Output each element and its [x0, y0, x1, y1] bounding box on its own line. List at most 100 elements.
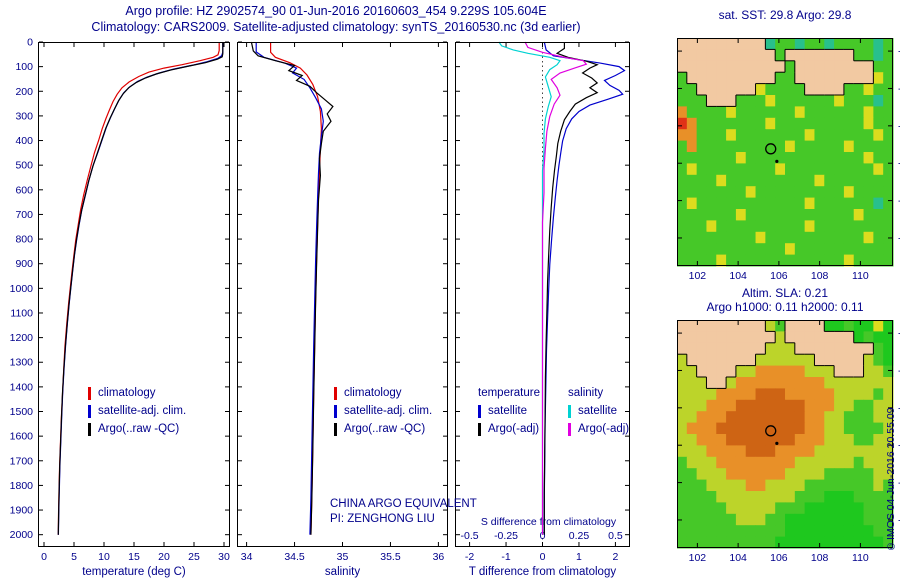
svg-text:36: 36	[433, 551, 445, 563]
svg-text:104: 104	[729, 270, 747, 282]
svg-text:700: 700	[15, 209, 33, 221]
china-argo-note: CHINA ARGO EQUIVALENT	[330, 498, 477, 510]
svg-text:0: 0	[540, 551, 546, 563]
svg-text:1800: 1800	[10, 480, 34, 492]
svg-text:35.5: 35.5	[380, 551, 401, 563]
svg-text:-2: -2	[465, 551, 474, 563]
svg-text:0: 0	[41, 551, 47, 563]
legend-row: climatology	[334, 384, 432, 402]
svg-text:-6: -6	[898, 365, 900, 377]
legend-group-title: salinity	[568, 387, 604, 399]
svg-text:108: 108	[811, 552, 829, 564]
legend-label: Argo(..raw -QC)	[98, 423, 180, 435]
svg-text:108: 108	[811, 270, 829, 282]
legend-row: Argo(..raw -QC)	[88, 420, 186, 438]
svg-text:-12: -12	[898, 195, 900, 207]
salinity-profile-chart: 34 34.5 35 35.5 36 salinity	[237, 41, 448, 578]
copyright-vertical-text: ©IMOS 04-Jun-2016 20.55.09	[885, 407, 897, 552]
temperature-profile-chart: 0 100 200 300 400 500 600 700 800 900 1000 1100 1200…	[10, 37, 230, 578]
svg-text:1400: 1400	[10, 381, 34, 393]
svg-text:-8: -8	[898, 402, 900, 414]
svg-text:102: 102	[689, 552, 707, 564]
svg-text:-0.25: -0.25	[494, 530, 518, 542]
svg-text:800: 800	[15, 234, 33, 246]
legend-row: satellite-adj. clim.	[334, 402, 432, 420]
svg-text:102: 102	[689, 270, 707, 282]
legend-swatch-climatology	[88, 386, 91, 400]
difference-salinity-legend: salinity satellite Argo(-adj)	[568, 384, 629, 438]
svg-text:1000: 1000	[10, 283, 34, 295]
difference-temperature-legend: temperature satellite Argo(-adj)	[478, 384, 540, 438]
svg-text:temperature (deg C): temperature (deg C)	[82, 566, 186, 578]
svg-text:salinity: salinity	[325, 566, 360, 578]
figure-title-line1: Argo profile: HZ 2902574_90 01-Jun-2016 …	[125, 4, 547, 18]
legend-row: Argo(-adj)	[568, 420, 629, 438]
legend-row: Argo(..raw -QC)	[334, 420, 432, 438]
svg-text:2000: 2000	[10, 529, 34, 541]
sst-map-title: sat. SST: 29.8 Argo: 29.8	[718, 8, 852, 22]
svg-text:-0.5: -0.5	[461, 530, 479, 542]
svg-text:-12: -12	[898, 477, 900, 489]
legend-swatch-s-satellite	[568, 404, 571, 418]
sla-map-title-1: Altim. SLA: 0.21	[741, 286, 829, 300]
legend-swatch-climatology	[334, 386, 337, 400]
svg-text:500: 500	[15, 160, 33, 172]
legend-row: satellite	[478, 402, 540, 420]
legend-swatch-t-argo	[478, 422, 481, 436]
sla-map-title-2: Argo h1000: 0.11 h2000: 0.11	[706, 300, 864, 314]
svg-text:-4: -4	[898, 328, 900, 340]
svg-text:1300: 1300	[10, 357, 34, 369]
figure-title-line2: Climatology: CARS2009. Satellite-adjuste…	[91, 20, 581, 34]
legend-swatch-s-argo	[568, 422, 571, 436]
svg-text:100: 100	[15, 61, 33, 73]
svg-text:-14: -14	[898, 514, 900, 526]
svg-text:-4: -4	[898, 46, 900, 58]
legend-swatch-satellite-clim	[334, 404, 337, 418]
svg-text:110: 110	[852, 552, 869, 564]
svg-text:34.5: 34.5	[284, 551, 305, 563]
legend-row: Argo(-adj)	[478, 420, 540, 438]
svg-text:110: 110	[852, 270, 869, 282]
svg-text:-14: -14	[898, 232, 900, 244]
legend-label: satellite	[578, 405, 617, 417]
svg-text:0: 0	[540, 530, 546, 542]
svg-text:-6: -6	[898, 83, 900, 95]
sst-map: 102 104 106 108 110 -4 -6 -8 -10 -12 -14	[677, 38, 900, 282]
legend-label: Argo(-adj)	[488, 423, 540, 435]
svg-text:1900: 1900	[10, 505, 34, 517]
svg-text:200: 200	[15, 86, 33, 98]
pi-note: PI: ZENGHONG LIU	[330, 513, 435, 525]
svg-text:104: 104	[729, 552, 747, 564]
svg-text:S difference from climatology: S difference from climatology	[481, 516, 617, 528]
svg-text:1200: 1200	[10, 332, 34, 344]
legend-row: satellite	[568, 402, 629, 420]
svg-text:1100: 1100	[10, 307, 33, 319]
legend-group-title: temperature	[478, 387, 541, 399]
svg-text:35: 35	[337, 551, 349, 563]
legend-row: satellite-adj. clim.	[88, 402, 186, 420]
svg-text:400: 400	[15, 135, 33, 147]
legend-label: Argo(..raw -QC)	[344, 423, 426, 435]
svg-text:25: 25	[188, 551, 200, 563]
svg-text:600: 600	[15, 184, 33, 196]
svg-text:300: 300	[15, 110, 33, 122]
svg-text:15: 15	[128, 551, 140, 563]
svg-text:1600: 1600	[10, 431, 34, 443]
svg-text:0: 0	[27, 37, 33, 49]
legend-label: satellite	[488, 405, 527, 417]
svg-text:-8: -8	[898, 120, 900, 132]
svg-text:0.5: 0.5	[608, 530, 623, 542]
svg-text:106: 106	[770, 270, 788, 282]
legend-label: satellite-adj. clim.	[344, 405, 433, 417]
svg-text:0.25: 0.25	[569, 530, 590, 542]
svg-text:5: 5	[71, 551, 77, 563]
legend-swatch-argo	[88, 422, 91, 436]
difference-profile-chart: -2 -1 0 1 2 T difference from climatology -0.5…	[455, 41, 630, 578]
svg-text:106: 106	[770, 552, 788, 564]
salinity-legend: climatology satellite-adj. clim. Argo(..…	[334, 384, 432, 438]
svg-text:-10: -10	[898, 440, 900, 452]
svg-text:900: 900	[15, 258, 33, 270]
svg-text:20: 20	[158, 551, 170, 563]
temperature-legend: climatology satellite-adj. clim. Argo(..…	[88, 384, 186, 438]
svg-text:2: 2	[612, 551, 618, 563]
